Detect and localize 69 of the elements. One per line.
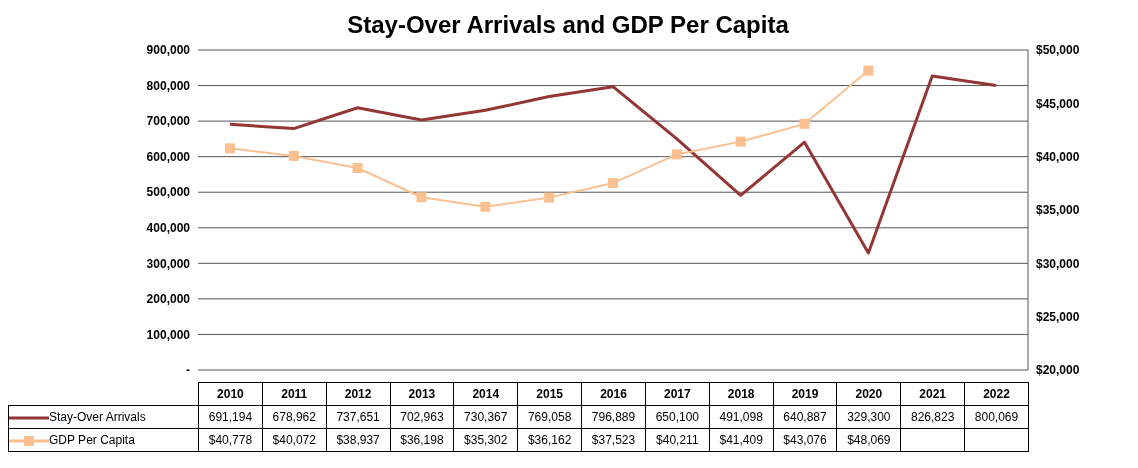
- y-tick-label: 100,000: [146, 327, 191, 342]
- x-tick-label: 2013: [390, 382, 454, 406]
- y2-tick-label: $40,000: [1036, 149, 1080, 164]
- point: [416, 192, 427, 203]
- y2-tick-label: $50,000: [1036, 43, 1080, 58]
- data-label: 329,300: [836, 405, 901, 429]
- y-tick-label: 300,000: [146, 256, 191, 271]
- x-tick-label: 2014: [453, 382, 518, 406]
- x-tick-label: 2012: [326, 382, 391, 406]
- chart-title: Stay-Over Arrivals and GDP Per Capita: [346, 10, 790, 40]
- point: [480, 201, 491, 212]
- x-tick-label: 2017: [645, 382, 710, 406]
- data-label: 769,058: [517, 405, 582, 429]
- y2-tick-label: $35,000: [1036, 203, 1080, 218]
- y2-tick-label: $45,000: [1036, 96, 1080, 111]
- legend-label: Stay-Over Arrivals: [49, 410, 146, 424]
- data-label: $38,937: [326, 428, 391, 452]
- point: [799, 118, 810, 129]
- data-label: 800,069: [964, 405, 1029, 429]
- data-label: 730,367: [453, 405, 518, 429]
- point: [224, 143, 235, 154]
- data-label: 691,194: [198, 405, 263, 429]
- data-label: 491,098: [709, 405, 774, 429]
- data-label: $40,072: [262, 428, 327, 452]
- data-label: $43,076: [773, 428, 837, 452]
- y-tick-label: 500,000: [146, 185, 191, 200]
- legend-label: GDP Per Capita: [49, 433, 135, 447]
- x-tick-label: 2016: [581, 382, 646, 406]
- point: [352, 163, 363, 174]
- data-label: 702,963: [390, 405, 454, 429]
- x-tick-label: 2015: [517, 382, 582, 406]
- y-tick-label: -: [186, 363, 190, 378]
- x-tick-label: 2022: [964, 382, 1029, 406]
- x-tick-label: 2018: [709, 382, 774, 406]
- data-label: $41,409: [709, 428, 774, 452]
- point: [544, 192, 555, 203]
- data-label: $36,198: [390, 428, 454, 452]
- line-series: [228, 74, 998, 255]
- y-tick-label: 600,000: [146, 149, 191, 164]
- y2-tick-label: $30,000: [1036, 256, 1080, 271]
- x-tick-label: 2020: [836, 382, 901, 406]
- data-label: $40,211: [645, 428, 710, 452]
- y2-tick-label: $25,000: [1036, 309, 1080, 324]
- data-label: 640,887: [773, 405, 837, 429]
- data-label: $35,302: [453, 428, 518, 452]
- point: [671, 149, 682, 160]
- y2-tick-label: $20,000: [1036, 363, 1080, 378]
- point: [735, 136, 746, 147]
- data-label: 796,889: [581, 405, 646, 429]
- y-tick-label: 200,000: [146, 292, 191, 307]
- data-label: 826,823: [900, 405, 965, 429]
- y-tick-label: 700,000: [146, 114, 191, 129]
- x-tick-label: 2021: [900, 382, 965, 406]
- data-label: $40,778: [198, 428, 263, 452]
- y-tick-label: 800,000: [146, 78, 191, 93]
- data-label: $48,069: [836, 428, 901, 452]
- y-tick-label: 400,000: [146, 221, 191, 236]
- data-label: 678,962: [262, 405, 327, 429]
- data-label: $36,162: [517, 428, 582, 452]
- x-tick-label: 2019: [773, 382, 837, 406]
- data-label: $37,523: [581, 428, 646, 452]
- point: [608, 178, 618, 189]
- data-label: 650,100: [645, 405, 710, 429]
- y-tick-label: 900,000: [146, 43, 191, 58]
- x-tick-label: 2010: [198, 382, 263, 406]
- point: [288, 150, 299, 161]
- x-tick-label: 2011: [262, 382, 327, 406]
- point: [863, 65, 874, 76]
- data-label: 737,651: [326, 405, 391, 429]
